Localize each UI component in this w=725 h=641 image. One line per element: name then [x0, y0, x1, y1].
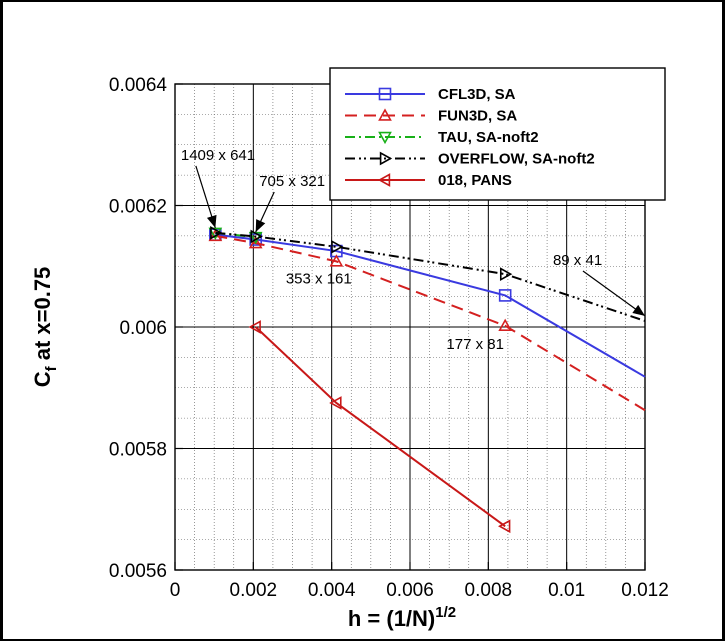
y-tick-label: 0.0064	[109, 75, 168, 96]
legend-label: OVERFLOW, SA-noft2	[438, 151, 595, 168]
annotation-label: 177 x 81	[446, 336, 504, 353]
x-axis-title: h = (1/N)1/2	[348, 604, 456, 631]
legend-label: CFL3D, SA	[438, 86, 516, 103]
series-line	[215, 231, 646, 322]
series-018-pans	[248, 320, 511, 534]
data-point	[498, 289, 512, 302]
series-line	[215, 234, 646, 412]
annotation-353x161: 353 x 161	[286, 270, 352, 287]
legend-box	[329, 67, 666, 201]
data-point	[377, 173, 391, 187]
data-point	[210, 225, 223, 240]
annotation-arrowhead	[255, 219, 266, 233]
data-point	[498, 318, 513, 331]
annotation-label: 705 x 321	[259, 173, 325, 190]
data-point	[250, 229, 263, 244]
x-tick-label: 0.004	[308, 580, 356, 601]
y-tick-label: 0.0058	[109, 440, 167, 461]
series-fun3d-sa	[208, 228, 646, 412]
x-tick-label: 0.008	[465, 580, 513, 601]
series-line	[215, 233, 646, 378]
data-point	[248, 236, 263, 249]
data-point	[498, 519, 511, 534]
y-axis-title-suffix: at x=0.75	[30, 267, 55, 367]
legend-entry: OVERFLOW, SA-noft2	[345, 151, 595, 168]
x-tick-label: 0.006	[386, 580, 434, 601]
data-point	[499, 267, 513, 282]
data-point	[208, 228, 223, 242]
annotation-label: 353 x 161	[286, 270, 352, 287]
data-point	[329, 254, 344, 267]
legend-entry: FUN3D, SA	[345, 108, 517, 125]
data-point	[329, 396, 342, 410]
annotation-1409x641: 1409 x 641	[181, 147, 255, 229]
series-overflow-sa-noft2	[210, 225, 646, 322]
x-tick-label: 0.002	[230, 580, 278, 601]
annotation-705x321: 705 x 321	[255, 173, 325, 233]
legend-label: FUN3D, SA	[438, 108, 517, 125]
x-tick-label: 0.01	[548, 580, 585, 601]
legend-label: TAU, SA-noft2	[438, 129, 539, 146]
annotation-label: 1409 x 641	[181, 147, 255, 164]
data-point	[378, 131, 392, 145]
y-tick-label: 0.0062	[109, 197, 167, 218]
axis-titles: h = (1/N)1/2 Cf at x=0.75	[30, 267, 456, 631]
data-point	[331, 239, 344, 254]
legend-entry: 018, PANS	[345, 172, 512, 189]
series-group	[208, 225, 646, 534]
data-point	[378, 108, 392, 121]
annotation-arrow-line	[582, 270, 646, 317]
y-tick-label: 0.0056	[109, 561, 167, 582]
x-tick-label: 0.012	[621, 580, 669, 601]
y-tick-label: 0.006	[119, 318, 167, 339]
legend-entry: TAU, SA-noft2	[345, 129, 539, 146]
annotation-arrowhead	[206, 214, 217, 228]
axes: 0 0.002 0.004 0.006 0.008 0.01 0.012 0.0056 0.00…	[109, 75, 669, 601]
x-axis-title-exponent: 1/2	[435, 604, 456, 621]
legend-label: 018, PANS	[438, 172, 512, 189]
legend: CFL3D, SA FUN3D, SA TAU, SA-noft2 OVERFLOW,…	[329, 67, 666, 201]
y-axis-title: Cf at x=0.75	[30, 267, 60, 388]
annotation-177x81: 177 x 81	[446, 336, 504, 353]
annotation-label: 89 x 41	[553, 252, 602, 269]
annotation-arrowhead	[632, 304, 645, 316]
legend-entry: CFL3D, SA	[345, 86, 516, 103]
data-point	[248, 320, 261, 334]
annotation-89x41: 89 x 41	[553, 252, 646, 317]
y-axis-title-subscript: f	[43, 365, 60, 371]
data-point	[378, 87, 392, 101]
data-point	[379, 151, 393, 166]
x-tick-label: 0	[170, 580, 181, 601]
series-line	[254, 326, 506, 528]
